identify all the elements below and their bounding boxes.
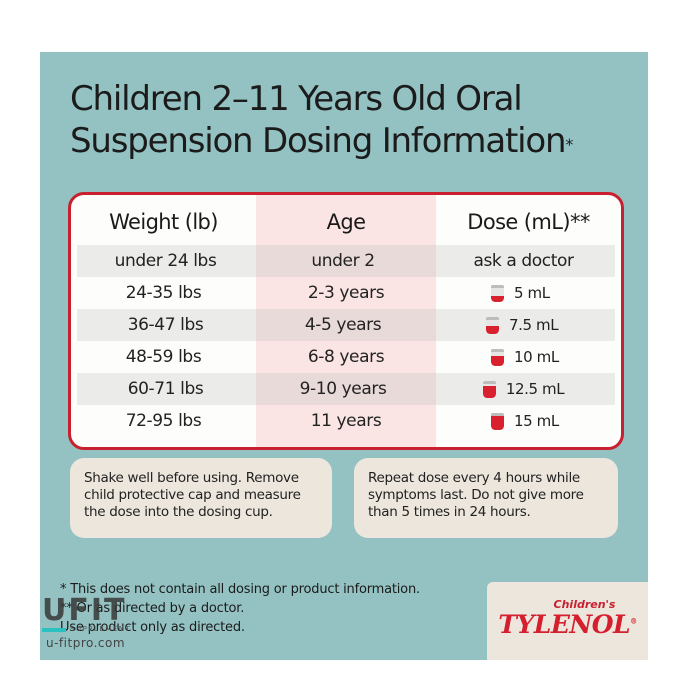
brand-name: TYLENOL®: [487, 610, 648, 639]
table-row: 48-59 lbs 6-8 years 10 mL: [71, 341, 621, 373]
brand-logo: Children's TYLENOL®: [487, 582, 648, 660]
weight-cell: 72-95 lbs: [125, 411, 202, 431]
weight-cell: 24-35 lbs: [125, 283, 202, 303]
weight-cell: under 24 lbs: [114, 251, 217, 271]
weight-cell: 48-59 lbs: [125, 347, 202, 367]
dosing-cup-icon: [482, 380, 496, 398]
brand-subtitle: Children's: [553, 598, 616, 611]
dose-cell: 5 mL: [436, 284, 621, 302]
weight-cell: 36-47 lbs: [127, 315, 204, 335]
dose-text: 12.5 mL: [505, 380, 565, 398]
usage-note-shake: Shake well before using. Remove child pr…: [70, 458, 332, 538]
age-cell: 2-3 years: [307, 283, 385, 303]
watermark-accent-bar: [42, 628, 66, 632]
table-row: 72-95 lbs 11 years 15 mL: [71, 405, 621, 437]
title-asterisk: *: [565, 135, 573, 154]
dose-text: ask a doctor: [473, 251, 574, 271]
table-row: 60-71 lbs 9-10 years 12.5 mL: [77, 373, 615, 405]
dosing-cup-icon: [491, 412, 504, 430]
dose-text: 7.5 mL: [509, 316, 559, 334]
header-age: Age: [326, 210, 366, 234]
footnote-1: * This does not contain all dosing or pr…: [60, 582, 420, 597]
dosing-cup-icon: [491, 284, 504, 302]
header-weight: Weight (lb): [109, 210, 218, 234]
table-row: 36-47 lbs 4-5 years 7.5 mL: [77, 309, 615, 341]
table-header-row: Weight (lb) Age Dose (mL)**: [71, 203, 621, 241]
dose-cell: ask a doctor: [432, 251, 615, 271]
age-column-highlight: [256, 195, 436, 447]
footnotes: * This does not contain all dosing or pr…: [60, 580, 420, 637]
footnote-2: ** Or as directed by a doctor.: [60, 601, 245, 616]
dose-text: 5 mL: [514, 284, 550, 302]
age-cell: 4-5 years: [304, 315, 382, 335]
dosing-info-panel: Children 2–11 Years Old Oral Suspension …: [40, 52, 648, 660]
table-row: 24-35 lbs 2-3 years 5 mL: [71, 277, 621, 309]
footnote-3: Use product only as directed.: [60, 620, 245, 635]
header-dose: Dose (mL)**: [467, 210, 590, 234]
page-title: Children 2–11 Years Old Oral Suspension …: [70, 78, 573, 162]
watermark-url: u-fitpro.com: [46, 636, 126, 650]
watermark-logo: UFIT: [42, 593, 127, 628]
registered-mark: ®: [630, 616, 637, 626]
age-cell: 9-10 years: [299, 379, 387, 399]
dose-cell: 7.5 mL: [432, 316, 615, 334]
title-line-1: Children 2–11 Years Old Oral: [70, 79, 523, 119]
dose-text: 15 mL: [514, 412, 559, 430]
age-cell: under 2: [311, 251, 375, 271]
dose-cell: 15 mL: [436, 412, 621, 430]
age-cell: 6-8 years: [307, 347, 385, 367]
title-line-2: Suspension Dosing Information: [70, 121, 567, 161]
dose-text: 10 mL: [514, 348, 559, 366]
brand-name-text: TYLENOL: [498, 610, 631, 639]
dosing-cup-icon: [491, 348, 504, 366]
dosing-cup-icon: [486, 316, 500, 334]
weight-cell: 60-71 lbs: [127, 379, 204, 399]
dosing-table: Weight (lb) Age Dose (mL)** under 24 lbs…: [68, 192, 624, 450]
watermark: UFIT SUPPLEMENT u-fitpro.com: [42, 593, 130, 650]
usage-note-repeat: Repeat dose every 4 hours while symptoms…: [354, 458, 618, 538]
age-cell: 11 years: [310, 411, 382, 431]
dose-cell: 10 mL: [436, 348, 621, 366]
watermark-tagline: SUPPLEMENT: [70, 625, 132, 633]
dose-cell: 12.5 mL: [432, 380, 615, 398]
table-row: under 24 lbs under 2 ask a doctor: [77, 245, 615, 277]
